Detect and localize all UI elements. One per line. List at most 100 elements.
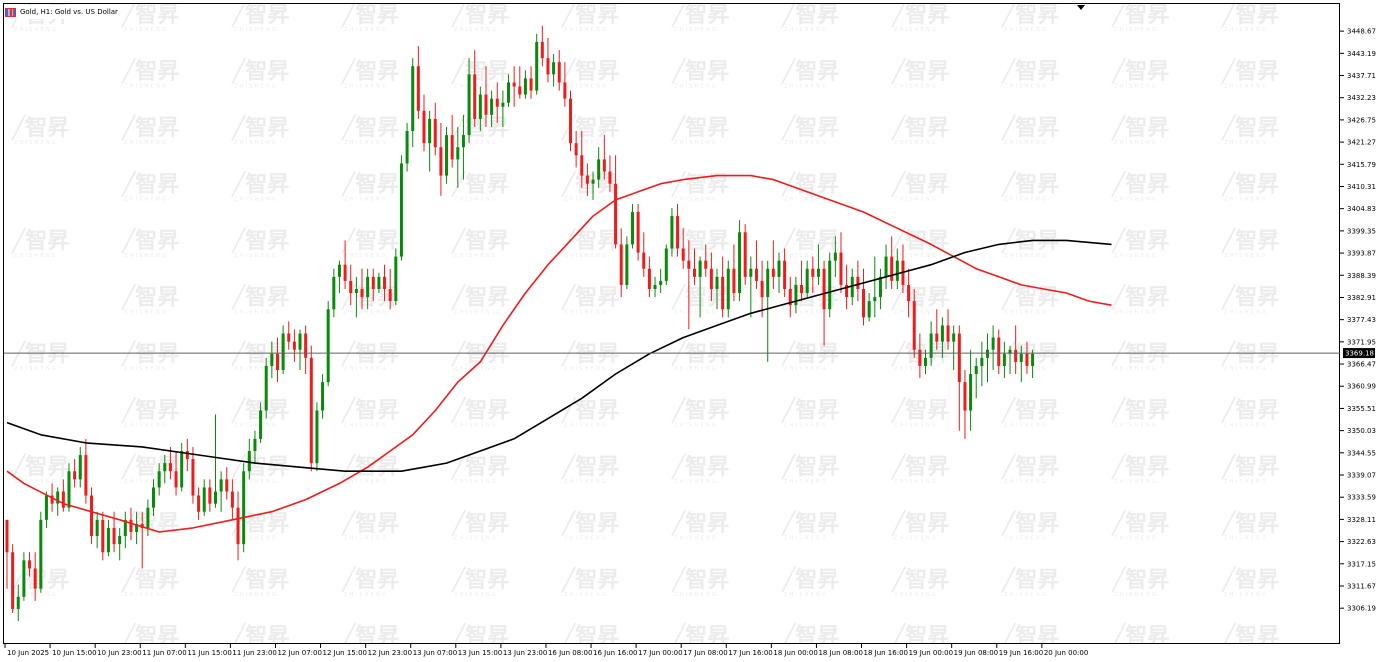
candle-body[interactable] (213, 491, 217, 504)
candle-body[interactable] (822, 268, 826, 310)
candle-body[interactable] (433, 118, 437, 148)
candle-body[interactable] (208, 487, 212, 504)
candle-body[interactable] (862, 288, 866, 318)
candle-body[interactable] (771, 268, 775, 277)
candle-body[interactable] (44, 495, 48, 520)
candle-body[interactable] (332, 276, 336, 310)
candle-body[interactable] (1008, 349, 1012, 354)
candle-body[interactable] (118, 536, 122, 545)
candle-body[interactable] (602, 159, 606, 172)
candle-body[interactable] (129, 519, 133, 532)
candle-body[interactable] (230, 491, 234, 508)
candle-body[interactable] (698, 260, 702, 277)
candle-body[interactable] (349, 280, 353, 294)
candle-body[interactable] (991, 337, 995, 350)
candle-body[interactable] (185, 450, 189, 460)
candle-body[interactable] (73, 471, 77, 480)
candle-body[interactable] (608, 171, 612, 184)
candle-body[interactable] (935, 333, 939, 342)
candle-body[interactable] (28, 560, 32, 569)
candle-body[interactable] (411, 66, 415, 132)
candle-body[interactable] (484, 94, 488, 115)
candle-body[interactable] (766, 268, 770, 298)
candle-body[interactable] (292, 341, 296, 350)
candle-body[interactable] (461, 135, 465, 148)
candle-body[interactable] (478, 94, 482, 119)
candle-body[interactable] (924, 357, 928, 366)
candle-body[interactable] (39, 519, 43, 589)
candle-body[interactable] (952, 333, 956, 342)
chart-shift-marker-icon[interactable] (1077, 5, 1085, 10)
candle-body[interactable] (518, 86, 522, 95)
candle-body[interactable] (946, 325, 950, 342)
candle-body[interactable] (366, 276, 370, 298)
candle-body[interactable] (585, 175, 589, 184)
candle-body[interactable] (816, 268, 820, 277)
candle-body[interactable] (659, 280, 663, 285)
candle-body[interactable] (1025, 353, 1029, 366)
candle-body[interactable] (546, 58, 550, 75)
candle-body[interactable] (490, 98, 494, 115)
candle-body[interactable] (326, 309, 330, 383)
candle-body[interactable] (275, 353, 279, 370)
candle-body[interactable] (242, 471, 246, 545)
candle-body[interactable] (67, 471, 71, 508)
candle-body[interactable] (202, 487, 206, 512)
candle-body[interactable] (738, 232, 742, 294)
candle-body[interactable] (321, 382, 325, 411)
candle-body[interactable] (197, 495, 201, 512)
candle-body[interactable] (749, 268, 753, 277)
candle-body[interactable] (692, 268, 696, 277)
candle-body[interactable] (315, 410, 319, 464)
candle-body[interactable] (106, 527, 110, 553)
candle-body[interactable] (681, 248, 685, 261)
candle-body[interactable] (22, 560, 26, 597)
candle-body[interactable] (704, 260, 708, 269)
candle-body[interactable] (95, 519, 99, 537)
candle-body[interactable] (473, 74, 477, 119)
candle-body[interactable] (743, 232, 747, 277)
candle-body[interactable] (135, 523, 139, 532)
candle-body[interactable] (450, 135, 454, 160)
candle-body[interactable] (557, 62, 561, 83)
candle-body[interactable] (168, 463, 172, 472)
candle-body[interactable] (574, 143, 578, 156)
candle-body[interactable] (270, 353, 274, 366)
candle-body[interactable] (760, 280, 764, 298)
candle-body[interactable] (405, 131, 409, 164)
candle-body[interactable] (428, 118, 432, 144)
candle-body[interactable] (895, 260, 899, 281)
candle-body[interactable] (563, 82, 567, 99)
candle-body[interactable] (884, 256, 888, 277)
candle-body[interactable] (580, 155, 584, 176)
candle-body[interactable] (647, 268, 651, 289)
candle-body[interactable] (507, 82, 511, 103)
candle-body[interactable] (783, 260, 787, 289)
candle-body[interactable] (1002, 353, 1006, 366)
candle-body[interactable] (676, 216, 680, 249)
candle-body[interactable] (535, 41, 539, 91)
candle-body[interactable] (552, 62, 556, 75)
candle-body[interactable] (670, 216, 674, 249)
candle-body[interactable] (388, 288, 392, 302)
candle-body[interactable] (687, 260, 691, 269)
candle-body[interactable] (309, 357, 313, 464)
candle-body[interactable] (298, 333, 302, 350)
candle-body[interactable] (281, 333, 285, 370)
candle-body[interactable] (867, 301, 871, 318)
candle-body[interactable] (383, 276, 387, 289)
candle-body[interactable] (1014, 349, 1018, 362)
candle-body[interactable] (152, 487, 156, 508)
candle-body[interactable] (495, 98, 499, 107)
candle-body[interactable] (399, 163, 403, 257)
candle-body[interactable] (304, 333, 308, 358)
candle-body[interactable] (721, 276, 725, 310)
candle-body[interactable] (715, 276, 719, 289)
candle-body[interactable] (845, 284, 849, 298)
candle-body[interactable] (394, 256, 398, 302)
candle-body[interactable] (467, 74, 471, 136)
candle-body[interactable] (512, 82, 516, 87)
candle-body[interactable] (828, 260, 832, 310)
